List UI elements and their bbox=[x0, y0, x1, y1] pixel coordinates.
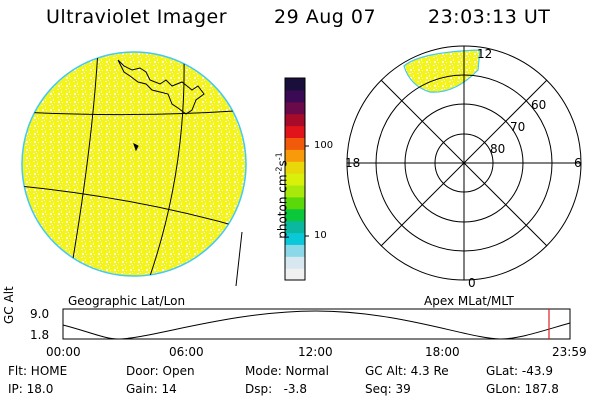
mlat-label-80: 80 bbox=[490, 142, 506, 156]
site-marker bbox=[133, 143, 139, 152]
time-tick-2359: 23:59 bbox=[552, 345, 587, 359]
color-bar-band bbox=[285, 244, 305, 257]
color-bar-band bbox=[285, 113, 305, 127]
color-bar-band bbox=[285, 173, 305, 186]
altitude-axis-label: GC Alt bbox=[2, 286, 16, 324]
color-bar-tick-100: 100 bbox=[314, 140, 334, 151]
info-mode: Mode: Normal bbox=[245, 364, 329, 378]
color-bar-band bbox=[285, 256, 305, 269]
mlt-label-12: 12 bbox=[477, 47, 493, 61]
altitude-ymax: 9.0 bbox=[30, 307, 50, 321]
color-bar-band bbox=[285, 101, 305, 115]
color-bar-band bbox=[285, 125, 305, 139]
geo-panel-label: Geographic Lat/Lon bbox=[68, 294, 186, 308]
info-gc-alt: GC Alt: 4.3 Re bbox=[365, 364, 449, 378]
color-bar-band bbox=[285, 89, 305, 103]
info-glat: GLat: -43.9 bbox=[486, 364, 553, 378]
info-flight: Flt: HOME bbox=[8, 364, 68, 378]
polar-panel bbox=[346, 45, 582, 281]
time-label: 23:03:13 UT bbox=[428, 6, 551, 28]
altitude-frame bbox=[62, 308, 571, 340]
color-bar-frame bbox=[284, 77, 306, 281]
time-tick-1200: 12:00 bbox=[298, 345, 333, 359]
color-bar-band bbox=[285, 220, 305, 234]
color-bar-units: photon cm-2s-1 bbox=[274, 152, 290, 239]
mlt-label-6: 6 bbox=[574, 156, 582, 170]
mlat-label-60: 60 bbox=[531, 98, 547, 112]
color-bar-band bbox=[285, 78, 305, 91]
altitude-plot bbox=[62, 308, 571, 340]
mlt-label-0: 0 bbox=[468, 276, 476, 290]
color-bar-band bbox=[285, 196, 305, 210]
info-seq: Seq: 39 bbox=[365, 382, 411, 396]
geo-grid bbox=[22, 52, 246, 276]
altitude-ymin: 1.8 bbox=[30, 328, 50, 342]
date-label: 29 Aug 07 bbox=[274, 6, 377, 28]
color-bar-band bbox=[285, 184, 305, 198]
color-bar-band bbox=[285, 232, 305, 245]
time-tick-0000: 00:00 bbox=[46, 345, 81, 359]
color-bar-tick-10: 10 bbox=[314, 230, 327, 241]
polar-aurora-patch bbox=[403, 49, 481, 93]
color-bar-band bbox=[285, 137, 305, 150]
coastline bbox=[117, 59, 205, 115]
color-bar bbox=[284, 77, 306, 281]
color-bar-band bbox=[285, 161, 305, 174]
polar-panel-label: Apex MLat/MLT bbox=[424, 294, 514, 308]
info-door: Door: Open bbox=[126, 364, 195, 378]
geo-panel bbox=[21, 51, 247, 287]
time-tick-1800: 18:00 bbox=[425, 345, 460, 359]
mlat-label-70: 70 bbox=[510, 120, 526, 134]
info-gain: Gain: 14 bbox=[126, 382, 177, 396]
color-bar-band bbox=[285, 208, 305, 222]
info-dsp: Dsp: -3.8 bbox=[245, 382, 308, 396]
color-bar-band bbox=[285, 268, 305, 281]
mlt-label-18: 18 bbox=[345, 156, 361, 170]
app-title: Ultraviolet Imager bbox=[46, 6, 228, 28]
geo-earth-disk bbox=[21, 51, 247, 277]
altitude-curve bbox=[62, 310, 571, 340]
color-bar-band bbox=[285, 149, 305, 162]
time-tick-0600: 06:00 bbox=[169, 345, 204, 359]
info-glon: GLon: 187.8 bbox=[486, 382, 559, 396]
info-ip: IP: 18.0 bbox=[8, 382, 54, 396]
